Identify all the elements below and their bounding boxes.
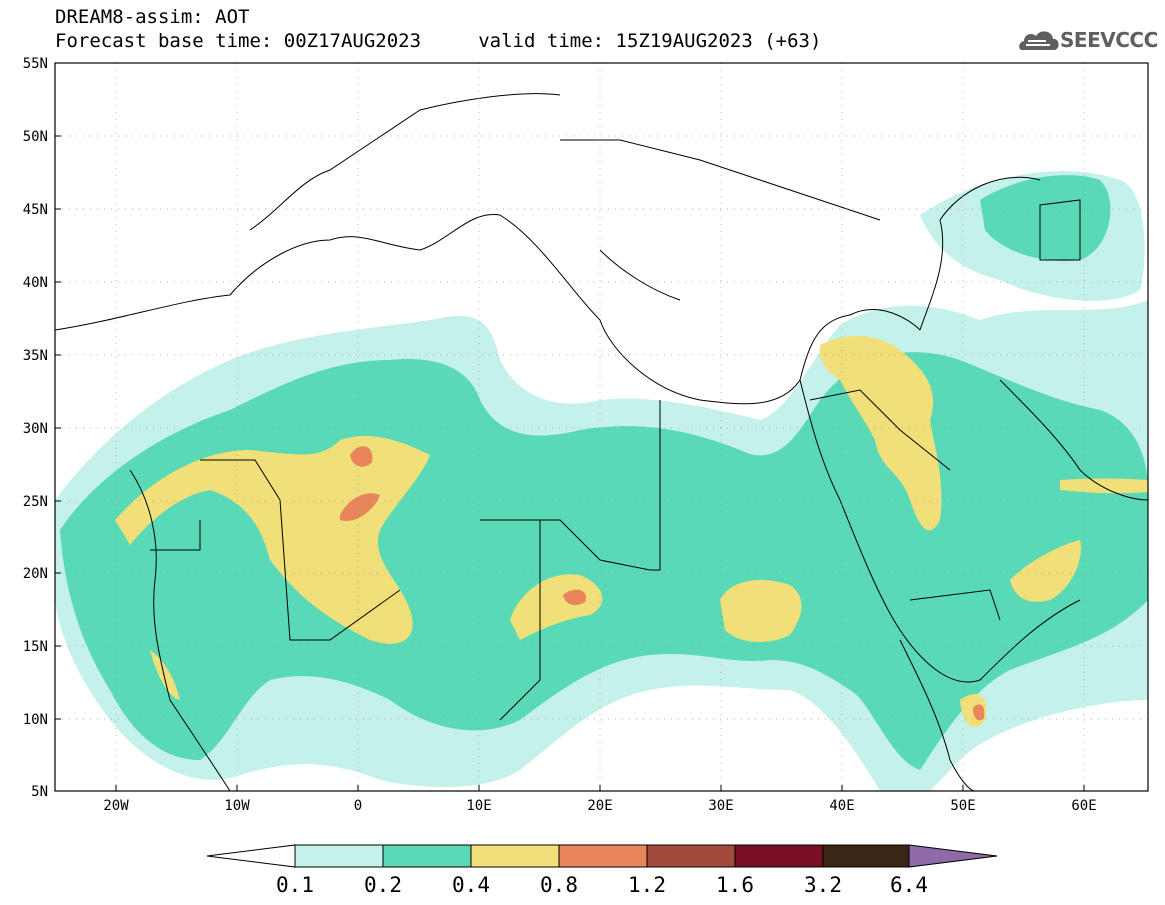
colorbar-segment-0.4 xyxy=(470,844,560,868)
longitude-labels: 20W 10W 0 10E 20E 30E 40E 50E 60E xyxy=(103,798,1096,814)
lon-label: 40E xyxy=(829,798,854,814)
lat-label: 10N xyxy=(23,712,48,728)
lat-label: 20N xyxy=(23,566,48,582)
lon-label: 10E xyxy=(466,798,491,814)
map-frame xyxy=(54,62,1149,792)
colorbar-label: 0.2 xyxy=(364,873,402,897)
lat-label: 45N xyxy=(23,202,48,218)
colorbar-segment-0.1 xyxy=(294,844,384,868)
cloud-icon xyxy=(1019,31,1059,50)
lon-label: 10W xyxy=(224,798,250,814)
lon-label: 20W xyxy=(103,798,129,814)
logo-text: SEEVCCC xyxy=(1060,28,1158,52)
graticule xyxy=(55,63,1148,791)
lat-label: 5N xyxy=(31,784,48,800)
axis-ticks xyxy=(55,62,1085,791)
colorbar-label: 1.6 xyxy=(716,873,754,897)
colorbar-label: 0.4 xyxy=(452,873,490,897)
colorbar-label: 3.2 xyxy=(804,873,842,897)
coastlines xyxy=(55,93,1148,791)
colorbar-labels: 0.1 0.2 0.4 0.8 1.2 1.6 3.2 6.4 xyxy=(276,873,928,897)
colorbar-label: 0.1 xyxy=(276,873,314,897)
lat-label: 50N xyxy=(23,129,48,145)
colorbar-segment-0.2 xyxy=(382,844,472,868)
map-title: DREAM8-assim: AOT xyxy=(55,6,250,28)
lat-label: 15N xyxy=(23,639,48,655)
lat-label: 25N xyxy=(23,494,48,510)
lat-label: 35N xyxy=(23,348,48,364)
colorbar-segment-3.2 xyxy=(822,844,910,868)
colorbar-label: 0.8 xyxy=(540,873,578,897)
aot-level-0.4 xyxy=(115,335,1148,728)
colorbar xyxy=(206,844,998,868)
forecast-time-line: Forecast base time: 00Z17AUG2023 valid t… xyxy=(55,30,822,52)
lon-label: 60E xyxy=(1071,798,1096,814)
lon-label: 30E xyxy=(708,798,733,814)
colorbar-segment-0.8 xyxy=(558,844,648,868)
lon-label: 0 xyxy=(354,798,362,814)
colorbar-segment-1.6 xyxy=(734,844,824,868)
lon-label: 50E xyxy=(950,798,975,814)
colorbar-label: 1.2 xyxy=(628,873,666,897)
latitude-labels: 55N 50N 45N 40N 35N 30N 25N 20N 15N 10N … xyxy=(23,56,48,800)
lon-label: 20E xyxy=(587,798,612,814)
colorbar-left-arrow xyxy=(206,844,296,868)
lat-label: 40N xyxy=(23,275,48,291)
aot-level-0.8 xyxy=(340,446,985,721)
lat-label: 30N xyxy=(23,421,48,437)
lat-label: 55N xyxy=(23,56,48,72)
colorbar-label: 6.4 xyxy=(890,873,928,897)
colorbar-right-arrow xyxy=(908,844,998,868)
colorbar-segment-1.2 xyxy=(646,844,736,868)
